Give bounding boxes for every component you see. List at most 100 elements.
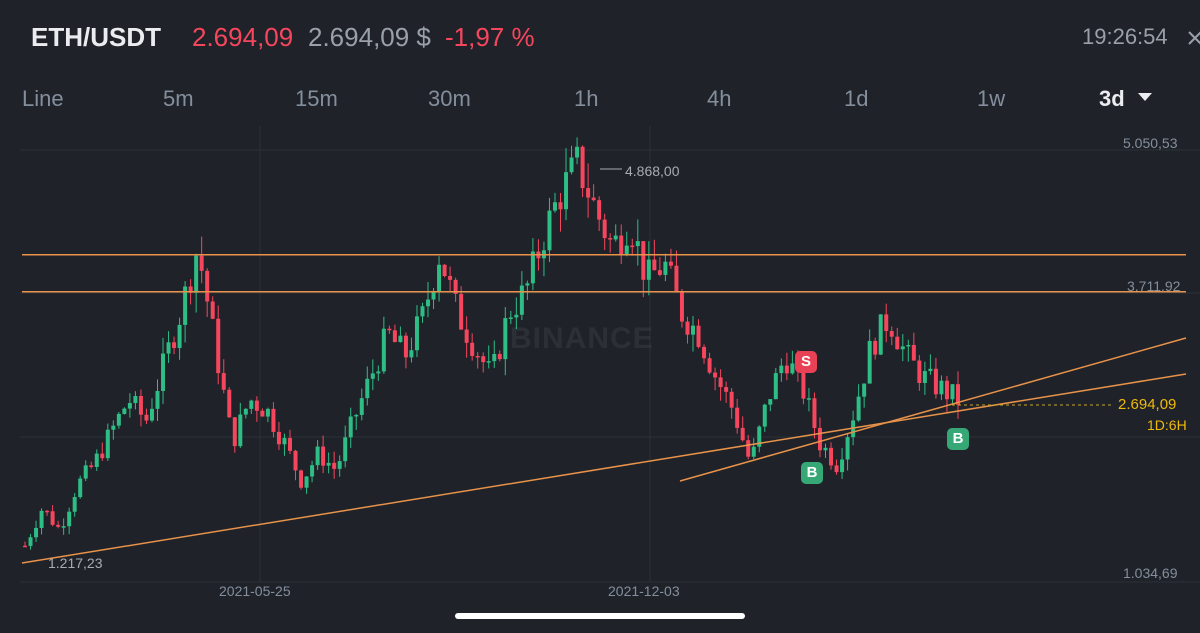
candle-body: [873, 340, 878, 355]
candlestick-chart[interactable]: [0, 0, 1200, 600]
home-indicator[interactable]: [455, 613, 745, 619]
candle-body: [906, 344, 911, 347]
candle-body: [310, 465, 315, 477]
candle-body: [376, 371, 381, 374]
tab-15m[interactable]: 15m: [295, 86, 338, 111]
candle-body: [779, 365, 784, 374]
candle-body: [293, 450, 298, 471]
candle-body: [784, 365, 789, 374]
candle-body: [34, 527, 39, 538]
candle-body: [72, 497, 77, 512]
candle-body: [503, 318, 508, 360]
tab-3d[interactable]: 3d: [1099, 86, 1125, 111]
candle-countdown: 1D:6H: [1144, 416, 1190, 434]
x-axis-label: 2021-05-25: [219, 583, 291, 599]
candle-body: [39, 510, 44, 528]
candle-body: [28, 537, 33, 546]
candle-body: [172, 342, 177, 348]
candle-body: [265, 408, 270, 417]
candle-body: [161, 353, 166, 391]
sell-signal-marker[interactable]: S: [795, 351, 817, 373]
candle-body: [591, 197, 596, 201]
candle-body: [657, 270, 662, 275]
candle-body: [486, 361, 491, 363]
candle-body: [564, 172, 569, 210]
candle-body: [768, 399, 773, 405]
candle-body: [359, 398, 364, 415]
candle-body: [227, 389, 232, 418]
candle-body: [188, 286, 193, 293]
candle-body: [867, 340, 872, 384]
candle-body: [580, 146, 585, 189]
x-axis-label: 2021-12-03: [608, 583, 680, 599]
candle-body: [315, 446, 320, 466]
header: ETH/USDT 2.694,09 2.694,09 $ -1,97 % 19:…: [0, 0, 1200, 72]
tab-1d[interactable]: 1d: [844, 86, 869, 111]
candle-body: [630, 245, 635, 248]
candle-body: [685, 321, 690, 335]
trend-line: [21, 373, 1187, 564]
tab-line[interactable]: Line: [22, 86, 64, 111]
candle-body: [232, 417, 237, 447]
candle-body: [183, 286, 188, 325]
candle-body: [23, 545, 27, 548]
candle-body: [646, 259, 651, 280]
candle-body: [652, 259, 657, 271]
candle-body: [453, 279, 458, 294]
candle-body: [337, 461, 342, 469]
candle-body: [403, 335, 408, 358]
candle-body: [127, 403, 132, 409]
candle-body: [834, 465, 839, 473]
candle-body: [624, 245, 629, 255]
candle-body: [729, 391, 734, 408]
candle-body: [354, 414, 359, 417]
candle-body: [928, 368, 933, 372]
candle-body: [884, 314, 889, 332]
candle-body: [840, 459, 845, 473]
tab-1w[interactable]: 1w: [977, 86, 1006, 111]
candle-body: [459, 293, 464, 330]
trend-line: [679, 337, 1187, 482]
candle-body: [144, 414, 149, 421]
candle-body: [94, 453, 99, 467]
candle-body: [370, 373, 375, 379]
candle-body: [735, 407, 740, 428]
candle-body: [679, 291, 684, 322]
candle-body: [321, 446, 326, 466]
candle-body: [398, 335, 403, 343]
candle-body: [597, 200, 602, 220]
tab-5m[interactable]: 5m: [163, 86, 194, 111]
close-icon[interactable]: [1187, 30, 1200, 46]
candle-body: [105, 429, 110, 459]
grid-lines: [20, 126, 1200, 583]
candle-body: [470, 342, 475, 356]
candle-body: [89, 465, 94, 467]
candle-body: [216, 318, 221, 374]
buy-signal-marker[interactable]: B: [947, 428, 969, 450]
chevron-down-icon[interactable]: [1138, 93, 1152, 101]
candle-body: [326, 462, 331, 466]
candle-body: [392, 330, 397, 343]
candle-body: [569, 157, 574, 173]
candle-body: [740, 427, 745, 441]
tab-30m[interactable]: 30m: [428, 86, 471, 111]
candle-body: [762, 404, 767, 427]
candle-body: [635, 241, 640, 247]
candle-body: [381, 328, 386, 372]
candle-body: [558, 202, 563, 210]
candle-body: [525, 283, 530, 286]
candle-body: [194, 255, 199, 293]
price-usd: 2.694,09 $: [308, 22, 431, 52]
tab-4h[interactable]: 4h: [707, 86, 732, 111]
tab-1h[interactable]: 1h: [574, 86, 599, 111]
candle-body: [45, 510, 50, 513]
candle-body: [221, 373, 226, 390]
trading-pair[interactable]: ETH/USDT: [31, 22, 161, 52]
candle-body: [878, 314, 883, 355]
candle-body: [547, 210, 552, 251]
level-lines: [21, 168, 1187, 564]
y-axis-label: 1.034,69: [1123, 565, 1178, 581]
watermark: BINANCE: [510, 322, 654, 355]
candle-body: [61, 526, 66, 528]
buy-signal-marker[interactable]: B: [801, 462, 823, 484]
